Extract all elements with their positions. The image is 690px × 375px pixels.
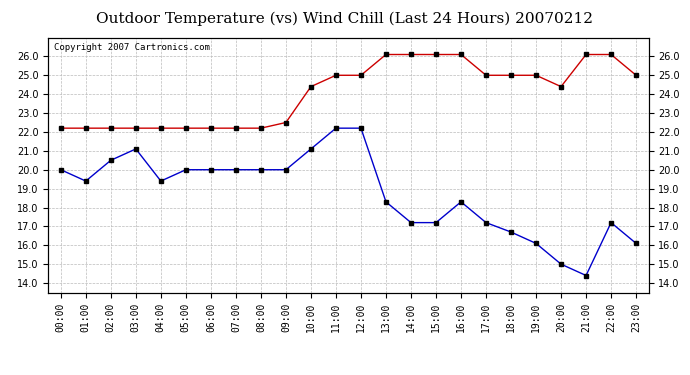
Text: Outdoor Temperature (vs) Wind Chill (Last 24 Hours) 20070212: Outdoor Temperature (vs) Wind Chill (Las… (97, 11, 593, 26)
Text: Copyright 2007 Cartronics.com: Copyright 2007 Cartronics.com (55, 43, 210, 52)
